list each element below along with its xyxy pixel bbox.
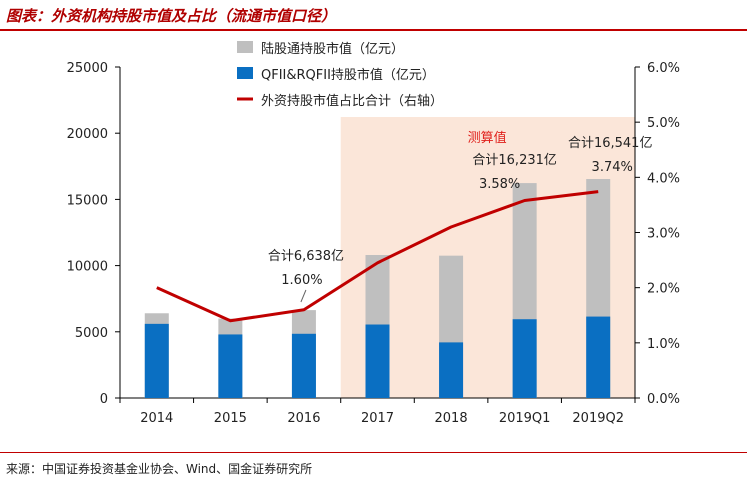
legend-label-ratio: 外资持股市值占比合计（右轴） <box>261 93 443 109</box>
y-left-tick-label: 0 <box>100 392 108 407</box>
legend-label-hk-connect: 陆股通持股市值（亿元） <box>261 41 404 57</box>
y-right-tick-label: 0.0% <box>647 392 680 407</box>
annotation-ratio-2019q2: 3.74% <box>592 160 633 175</box>
annotation-ratio-2019q1: 3.58% <box>479 177 520 192</box>
bar-qfii-rqfii-holding <box>291 333 316 398</box>
title-divider <box>0 29 747 31</box>
bar-qfii-rqfii-holding <box>586 316 611 398</box>
bar-qfii-rqfii-holding <box>144 323 169 398</box>
y-right-tick-label: 3.0% <box>647 227 680 242</box>
y-left-tick-label: 15000 <box>67 193 108 208</box>
x-tick-label: 2016 <box>287 411 320 426</box>
y-right-tick-label: 1.0% <box>647 337 680 352</box>
chart-title: 图表：外资机构持股市值及占比（流通市值口径） <box>6 7 337 25</box>
annotation-leader-2016 <box>300 289 307 303</box>
bar-qfii-rqfii-holding <box>218 334 243 398</box>
x-tick-label: 2015 <box>214 411 247 426</box>
legend-swatch-hk-connect <box>237 41 253 53</box>
x-tick-label: 2014 <box>140 411 173 426</box>
source-divider <box>0 452 747 453</box>
x-tick-label: 2018 <box>435 411 468 426</box>
y-left-tick-label: 25000 <box>67 61 108 76</box>
bar-qfii-rqfii-holding <box>512 319 537 398</box>
y-left-tick-label: 5000 <box>75 326 108 341</box>
y-right-tick-label: 2.0% <box>647 282 680 297</box>
y-left-tick-label: 20000 <box>67 127 108 142</box>
y-right-tick-label: 4.0% <box>647 171 680 186</box>
y-right-tick-label: 5.0% <box>647 116 680 131</box>
annotation-total-2019q2: 合计16,541亿 <box>568 136 653 151</box>
annotation-total-2019q1: 合计16,231亿 <box>472 153 557 168</box>
annotation-ratio-2016: 1.60% <box>281 273 322 288</box>
x-tick-label: 2019Q1 <box>499 411 551 426</box>
annotation-total-2016: 合计6,638亿 <box>268 249 344 264</box>
y-left-tick-label: 10000 <box>67 260 108 275</box>
bar-qfii-rqfii-holding <box>365 324 390 398</box>
annotation-estimate: 测算值 <box>468 130 507 146</box>
source-note: 来源：中国证券投资基金业协会、Wind、国金证券研究所 <box>6 462 313 476</box>
legend-label-qfii: QFII&RQFII持股市值（亿元） <box>261 67 435 83</box>
bar-qfii-rqfii-holding <box>439 342 464 398</box>
x-tick-label: 2017 <box>361 411 394 426</box>
legend-swatch-qfii <box>237 67 253 79</box>
chart: 0 5000 10000 15000 20000 25000 0.0% 1.0% 2.0% 3.0… <box>67 41 680 426</box>
y-right-tick-label: 6.0% <box>647 61 680 76</box>
title-bar: 图表：外资机构持股市值及占比（流通市值口径） <box>0 0 747 28</box>
x-tick-label: 2019Q2 <box>572 411 624 426</box>
